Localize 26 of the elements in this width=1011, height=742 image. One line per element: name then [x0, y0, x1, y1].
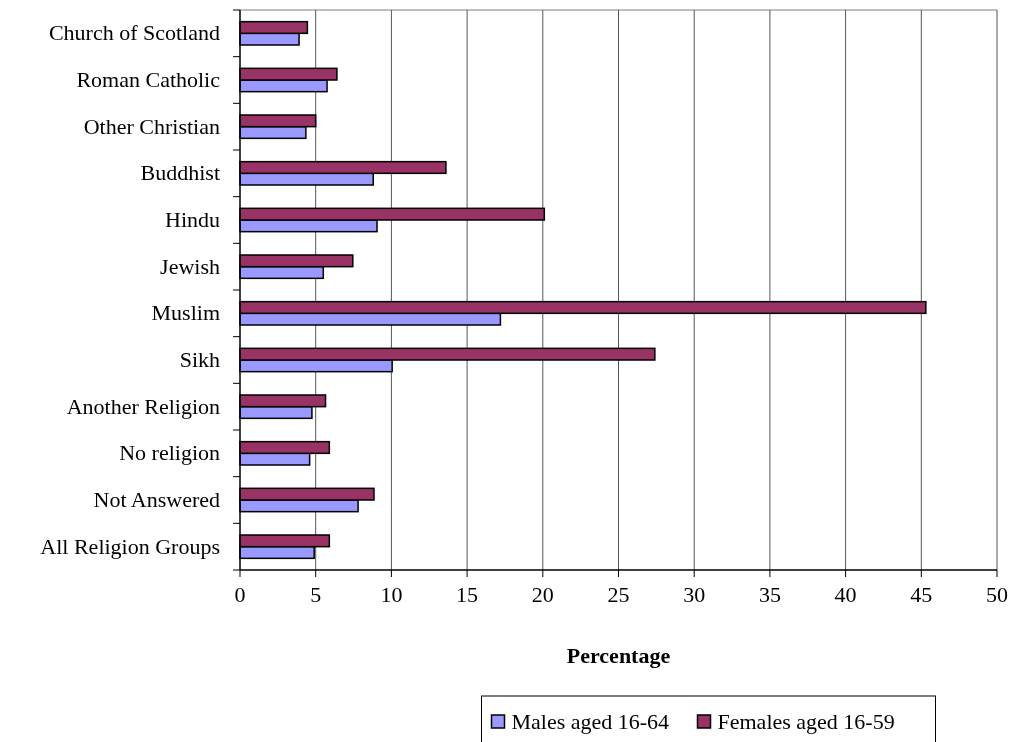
y-tick-label: Church of Scotland: [48, 20, 220, 46]
x-tick-label: 30: [683, 582, 706, 607]
legend-label: Males aged 16-64: [511, 709, 670, 734]
x-tick-label: 40: [834, 582, 857, 607]
y-tick-label: Other Christian: [83, 113, 220, 139]
x-tick-label: 10: [380, 582, 403, 607]
x-tick-label: 35: [758, 582, 781, 607]
y-tick-label: All Religion Groups: [40, 533, 220, 559]
x-tick-label: 15: [456, 582, 479, 607]
x-tick-label: 25: [607, 582, 630, 607]
y-tick-label: Not Answered: [93, 487, 220, 512]
x-tick-label: 0: [234, 582, 246, 607]
y-tick-label: Roman Catholic: [76, 67, 221, 92]
x-tick-label: 5: [310, 582, 322, 607]
y-tick-label: No religion: [119, 440, 220, 466]
y-tick-label: Jewish: [160, 253, 220, 279]
legend-label: Females aged 16-59: [717, 709, 895, 734]
x-axis-title: Percentage: [566, 643, 671, 668]
x-tick-label: 20: [531, 582, 554, 607]
y-tick-label: Hindu: [165, 207, 220, 232]
y-tick-label: Buddhist: [140, 160, 220, 186]
x-tick-label: 45: [910, 582, 933, 607]
y-tick-label: Another Religion: [66, 393, 220, 419]
x-tick-label: 50: [986, 582, 1008, 607]
y-tick-label: Muslim: [151, 300, 220, 326]
y-tick-label: Sikh: [179, 347, 220, 372]
